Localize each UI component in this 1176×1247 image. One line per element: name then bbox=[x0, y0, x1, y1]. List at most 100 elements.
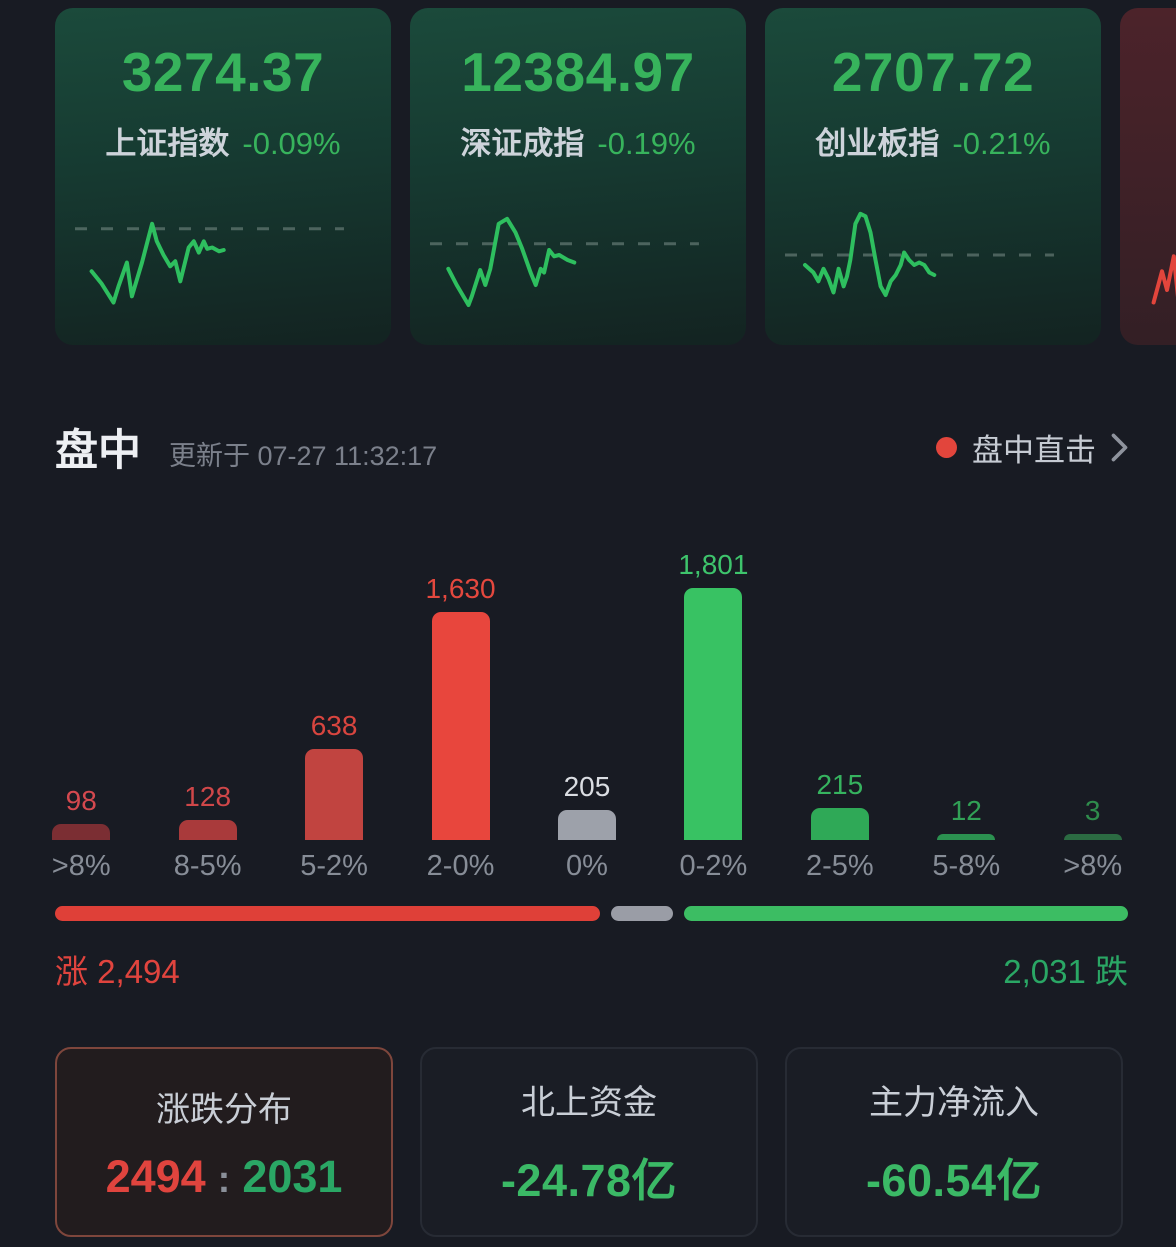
section-title: 盘中 bbox=[55, 427, 141, 475]
bar-value-label: 1,630 bbox=[425, 573, 496, 604]
tab-gain-loss-distribution[interactable]: 涨跌分布 2494 : 2031 bbox=[55, 1047, 393, 1237]
index-card-chinext[interactable]: 2707.72 创业板指 -0.21% bbox=[765, 8, 1101, 345]
sparkline-chart-icon bbox=[430, 216, 699, 307]
tab-northbound-funds[interactable]: 北上资金 -24.78亿 bbox=[420, 1047, 758, 1237]
index-value: 12384.97 bbox=[461, 41, 695, 103]
bar-column: 1,630 2-0% bbox=[397, 540, 523, 892]
sparkline-path bbox=[803, 211, 937, 297]
sparkline-path bbox=[1151, 254, 1176, 305]
index-change: -0.19% bbox=[597, 126, 696, 161]
bar-stack: 3 bbox=[1063, 540, 1122, 840]
chart-columns: 98 >8% 128 8-5% 638 5-2% 1,630 2-0% 205 0% 1,801 0-… bbox=[18, 540, 1156, 892]
advancers-segment bbox=[55, 906, 600, 921]
advancers-count: 涨 2,494 bbox=[55, 945, 180, 993]
card-title: 主力净流入 bbox=[869, 1084, 1039, 1122]
bar-column: 3 >8% bbox=[1030, 540, 1156, 892]
bar-category-label: 2-5% bbox=[805, 850, 874, 882]
bar-column: 215 2-5% bbox=[777, 540, 903, 892]
bar bbox=[1063, 834, 1122, 840]
bar-value-label: 12 bbox=[950, 795, 982, 826]
index-card-row: 3274.37 上证指数 -0.09% 12384.97 深证成指 -0.19%… bbox=[0, 0, 1176, 346]
bar bbox=[810, 808, 869, 840]
advancers-value: 2,494 bbox=[97, 953, 180, 990]
tab-main-net-inflow[interactable]: 主力净流入 -60.54亿 bbox=[785, 1047, 1123, 1237]
index-name: 上证指数 bbox=[105, 126, 230, 161]
bar bbox=[557, 810, 616, 840]
sparkline-path bbox=[89, 221, 226, 305]
bar-value-label: 128 bbox=[184, 781, 232, 812]
sparkline-chart-icon bbox=[1151, 254, 1176, 305]
card-value: 2494 : 2031 bbox=[106, 1151, 343, 1203]
index-change: -0.09% bbox=[242, 126, 341, 161]
bar-column: 638 5-2% bbox=[271, 540, 397, 892]
index-value: 3274.37 bbox=[121, 41, 325, 103]
bar-value-label: 215 bbox=[816, 769, 864, 800]
bar-stack: 205 bbox=[557, 540, 616, 840]
bar-stack: 128 bbox=[178, 540, 237, 840]
sparkline-chart-icon bbox=[785, 211, 1054, 297]
intraday-section-header: 盘中 更新于 07-27 11:32:17 盘中直击 bbox=[55, 416, 1128, 478]
updated-timestamp: 更新于 07-27 11:32:17 bbox=[169, 440, 438, 471]
bar-category-label: 0% bbox=[566, 850, 608, 882]
index-change: -0.21% bbox=[952, 126, 1051, 161]
bar bbox=[431, 612, 490, 840]
card-title: 北上资金 bbox=[521, 1084, 657, 1122]
bar-column: 98 >8% bbox=[18, 540, 144, 892]
advancers-label: 涨 bbox=[55, 953, 88, 990]
bar-stack: 215 bbox=[810, 540, 869, 840]
index-card-partial[interactable] bbox=[1120, 8, 1176, 345]
bar-column: 205 0% bbox=[524, 540, 650, 892]
bar-category-label: 2-0% bbox=[426, 850, 495, 882]
live-market-link[interactable]: 盘中直击 bbox=[936, 425, 1128, 470]
up-count: 2494 bbox=[105, 1150, 206, 1202]
index-card-shenzhen[interactable]: 12384.97 深证成指 -0.19% bbox=[410, 8, 746, 345]
bar-stack: 1,630 bbox=[425, 540, 496, 840]
bar bbox=[305, 749, 364, 840]
live-link-label: 盘中直击 bbox=[972, 432, 1096, 468]
index-name: 创业板指 bbox=[815, 126, 940, 161]
sparkline-path bbox=[446, 216, 577, 307]
index-meta: 深证成指 -0.19% bbox=[410, 118, 746, 163]
unchanged-segment bbox=[610, 906, 674, 921]
bar-stack: 98 bbox=[52, 540, 111, 840]
bar-category-label: 0-2% bbox=[679, 850, 748, 882]
bar-value-label: 205 bbox=[563, 771, 611, 802]
bar-category-label: 5-2% bbox=[300, 850, 368, 882]
card-title: 涨跌分布 bbox=[156, 1090, 292, 1129]
live-dot-icon bbox=[936, 436, 957, 458]
bar-value-label: 98 bbox=[65, 785, 97, 816]
bar bbox=[684, 588, 743, 840]
bar-category-label: >8% bbox=[1063, 850, 1123, 882]
bar-stack: 638 bbox=[305, 540, 364, 840]
bar bbox=[178, 820, 237, 840]
bar-column: 128 8-5% bbox=[144, 540, 270, 892]
summary-card-row: 涨跌分布 2494 : 2031 北上资金 -24.78亿 主力净流入 -60.… bbox=[55, 1047, 1128, 1237]
chevron-right-icon bbox=[1111, 433, 1128, 462]
index-meta: 上证指数 -0.09% bbox=[55, 118, 391, 163]
bar-column: 12 5-8% bbox=[903, 540, 1029, 892]
decliners-value: 2,031 bbox=[1003, 953, 1086, 990]
bar-value-label: 1,801 bbox=[678, 549, 749, 580]
bar-category-label: 5-8% bbox=[932, 850, 1001, 882]
index-meta: 创业板指 -0.21% bbox=[765, 118, 1101, 163]
bar-category-label: 8-5% bbox=[173, 850, 242, 882]
gain-loss-distribution-chart: 98 >8% 128 8-5% 638 5-2% 1,630 2-0% 205 0% 1,801 0-… bbox=[18, 540, 1156, 892]
bar bbox=[937, 834, 996, 840]
sparkline-chart-icon bbox=[75, 221, 344, 305]
bar-stack: 1,801 bbox=[678, 540, 748, 840]
card-value: -24.78亿 bbox=[500, 1155, 678, 1206]
bar-stack: 12 bbox=[937, 540, 996, 840]
decliners-label: 跌 bbox=[1095, 953, 1128, 990]
index-name: 深证成指 bbox=[460, 126, 585, 161]
bar-value-label: 638 bbox=[310, 710, 358, 741]
index-card-shanghai[interactable]: 3274.37 上证指数 -0.09% bbox=[55, 8, 391, 345]
ratio-separator: : bbox=[217, 1158, 231, 1201]
decliners-count: 2,031 跌 bbox=[1003, 945, 1128, 993]
decliners-segment bbox=[684, 906, 1128, 921]
advance-decline-counts: 涨 2,494 2,031 跌 bbox=[55, 945, 1128, 993]
down-count: 2031 bbox=[242, 1150, 343, 1202]
bar-category-label: >8% bbox=[51, 850, 111, 882]
bar-column: 1,801 0-2% bbox=[650, 540, 776, 892]
advance-decline-bar bbox=[55, 906, 1128, 921]
index-value: 2707.72 bbox=[831, 41, 1035, 103]
